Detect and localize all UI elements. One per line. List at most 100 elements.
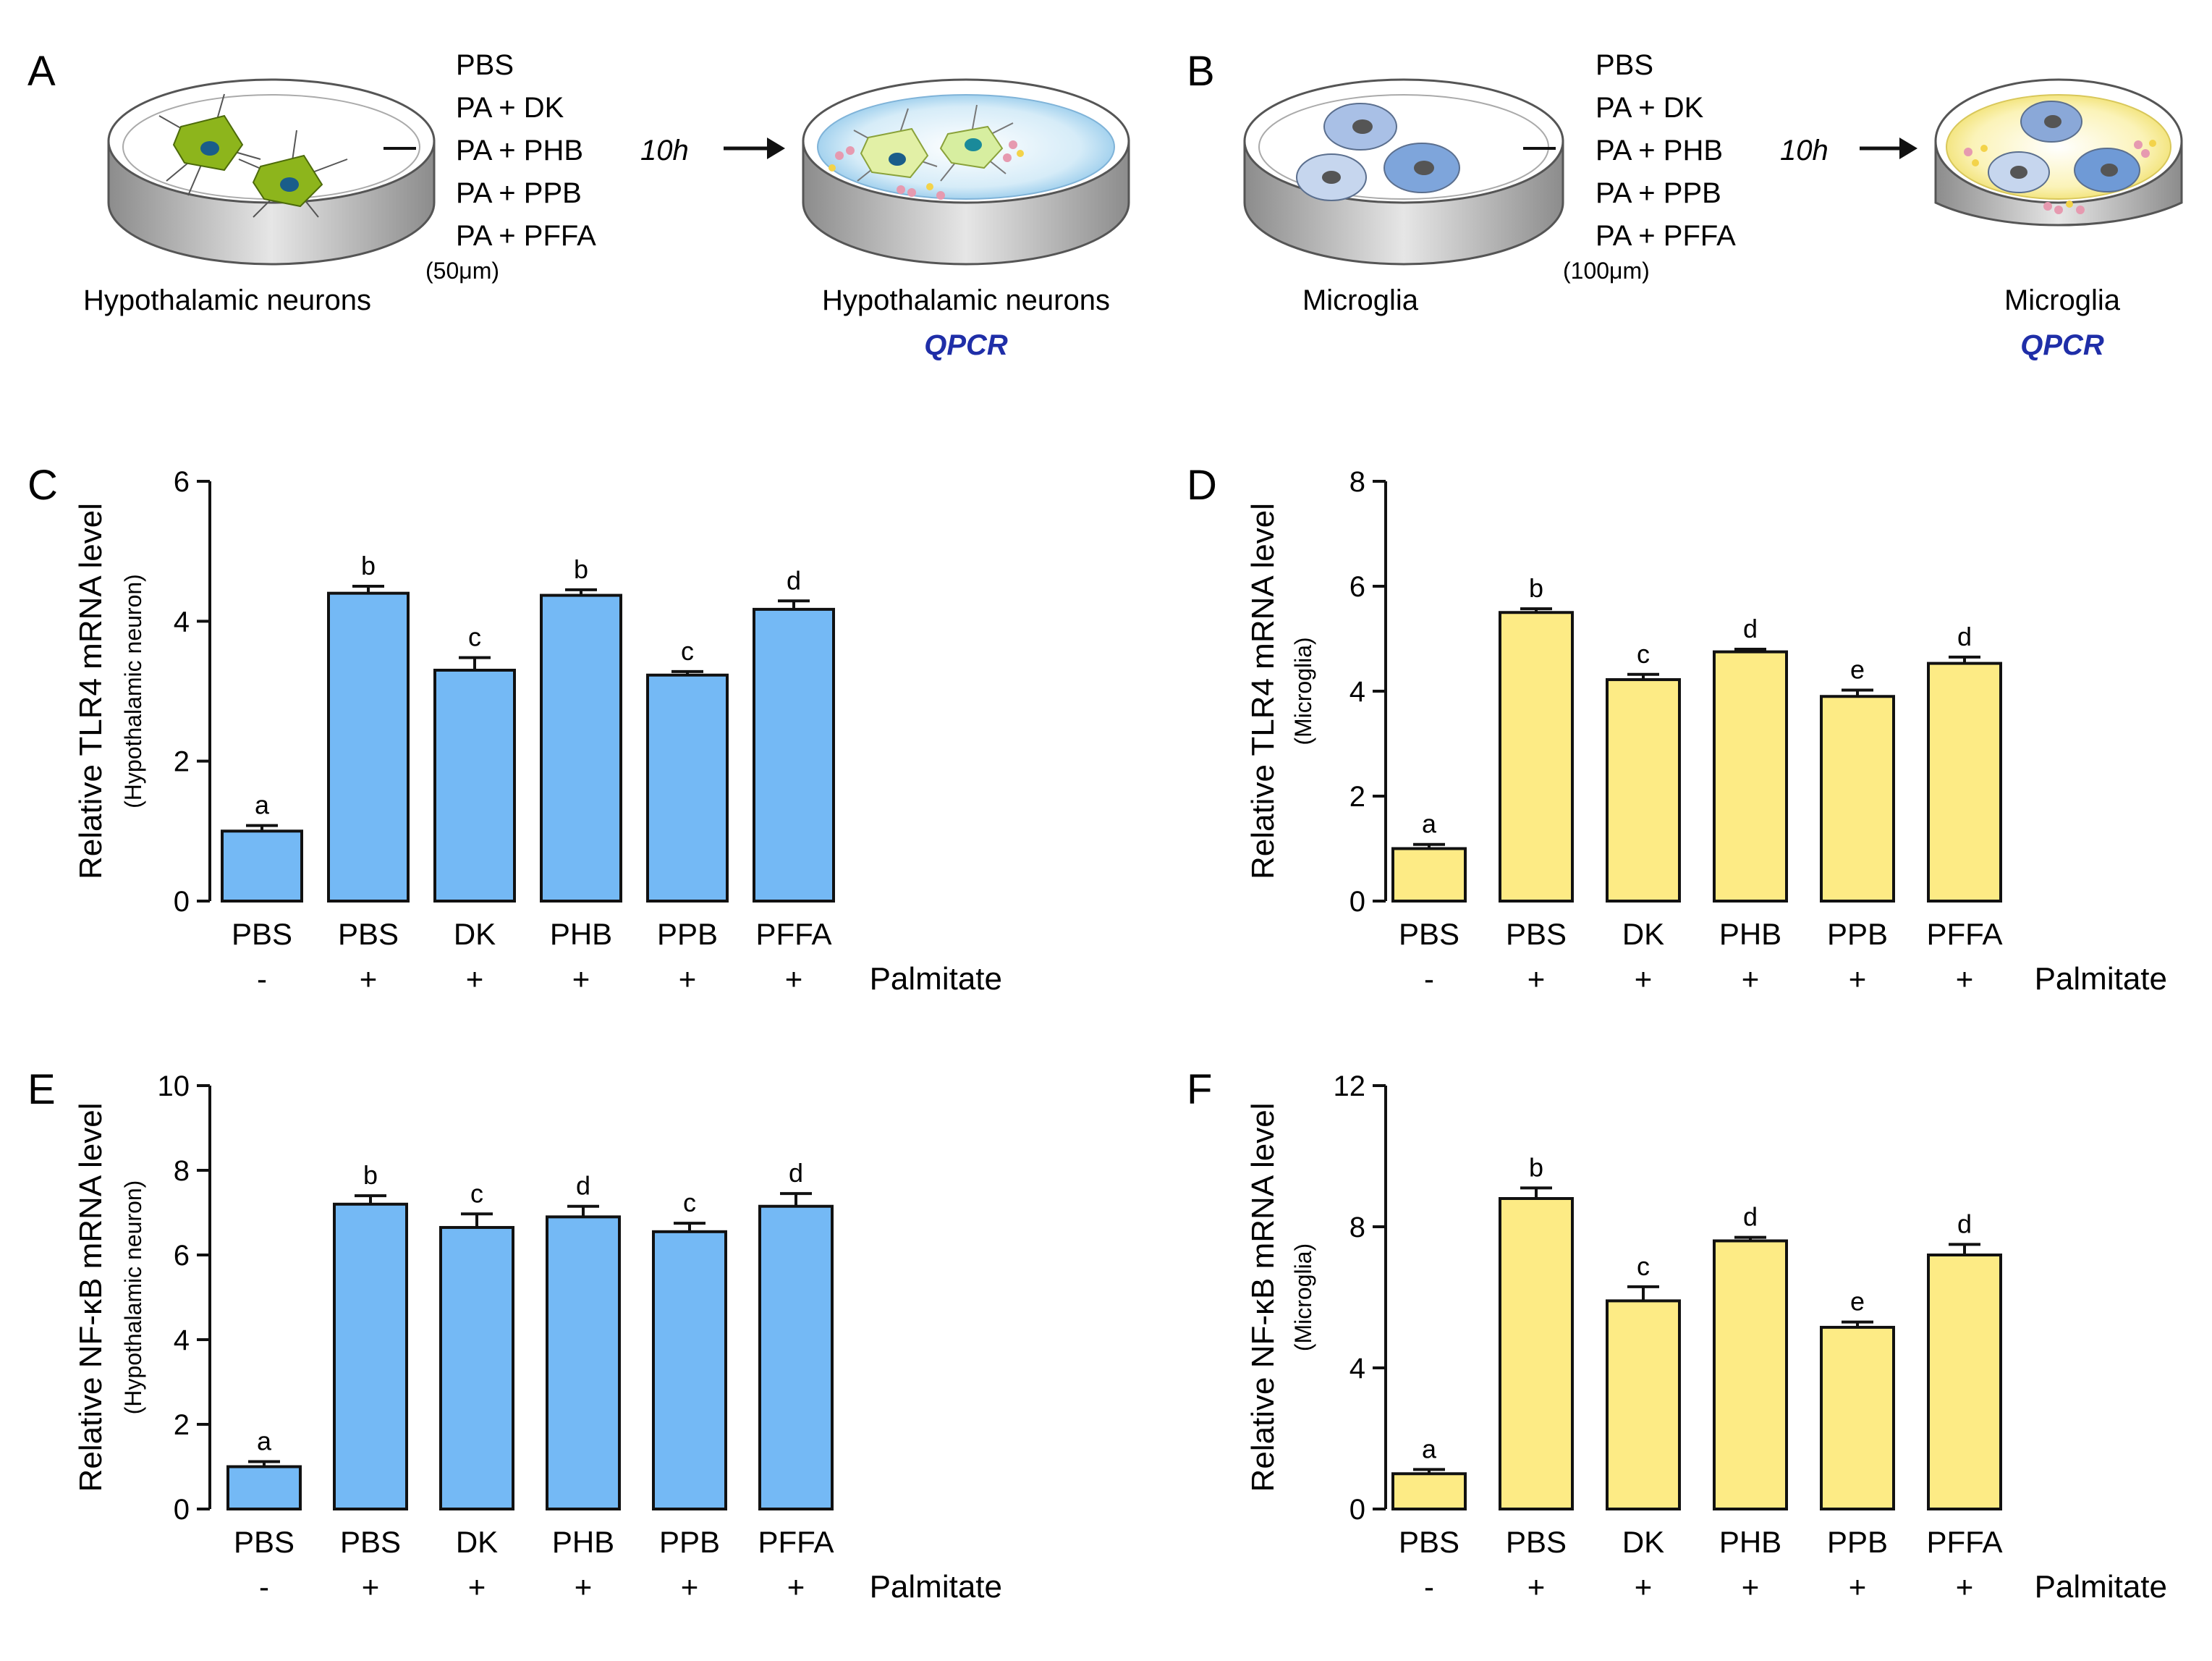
palmitate-sign: +	[468, 1570, 486, 1604]
significance-letter: b	[1529, 573, 1543, 603]
y-tick-label: 0	[174, 886, 190, 918]
microglia-cell-icon	[1296, 153, 1367, 201]
y-axis-sublabel: (Microglia)	[1290, 637, 1316, 745]
y-tick-label: 2	[174, 1409, 190, 1441]
x-tick-label: PBS	[1506, 917, 1567, 951]
palmitate-sign: +	[572, 962, 590, 996]
petri-dish-microglia-untreated	[1243, 78, 1564, 266]
petri-dish-neurons-treated	[802, 78, 1130, 266]
x-tick-label: PHB	[552, 1525, 614, 1559]
treatment-item: PA + DK	[1596, 92, 1704, 124]
bar	[439, 1225, 514, 1510]
y-axis-label: Relative NF-κB mRNA level	[73, 1103, 109, 1492]
y-axis-label: Relative TLR4 mRNA level	[73, 503, 109, 879]
y-tick-label: 4	[174, 606, 190, 638]
significance-letter: d	[1743, 614, 1758, 643]
bar	[1713, 650, 1788, 903]
panel-letter-f: F	[1187, 1066, 1212, 1113]
y-tick-label: 6	[174, 466, 190, 498]
palmitate-sign: +	[466, 962, 484, 996]
bar	[1391, 1472, 1467, 1510]
significance-letter: c	[1637, 1251, 1650, 1281]
x-tick-label: PBS	[234, 1525, 294, 1559]
left-cell-label: Hypothalamic neurons	[83, 284, 371, 316]
time-label: 10h	[640, 135, 689, 166]
bar	[1713, 1239, 1788, 1510]
time-label: 10h	[1780, 135, 1828, 166]
significance-letter: c	[470, 1178, 483, 1208]
bar	[221, 829, 303, 903]
x-tick-label: DK	[1622, 917, 1664, 951]
treatment-item: PA + PHB	[456, 135, 583, 166]
y-axis-label: Relative TLR4 mRNA level	[1245, 503, 1281, 879]
significance-letter: e	[1850, 655, 1865, 685]
chart-panel-f: F 0 4 8 12 Relative NF-κB mRNA level (Microgli…	[1187, 1066, 2167, 1605]
palmitate-particle-icon	[1964, 140, 2156, 214]
y-tick-label: 12	[1334, 1070, 1366, 1102]
panel-letter-c: C	[27, 462, 58, 509]
y-tick-label: 0	[1349, 886, 1365, 918]
arrow-right-icon	[724, 138, 785, 159]
x-tick-label: PFFA	[758, 1525, 834, 1559]
significance-letter: d	[1957, 622, 1972, 651]
palmitate-particle-icon	[829, 140, 1024, 200]
x-tick-label: PPB	[1827, 917, 1888, 951]
x-tick-label: PBS	[340, 1525, 401, 1559]
palmitate-sign: +	[1956, 1570, 1974, 1604]
arrow-right-icon	[1860, 138, 1918, 159]
bar	[1499, 611, 1574, 903]
chart-panel-d: D 0 2 4 6 8 Relative TLR4 mRNA level (Microglia…	[1187, 462, 2167, 997]
y-tick-label: 0	[1349, 1494, 1365, 1526]
x-tick-label: DK	[456, 1525, 498, 1559]
treatment-item: PA + PFFA	[1596, 220, 1736, 252]
significance-letter: d	[1957, 1209, 1972, 1238]
microglia-cell-icon	[2074, 148, 2140, 193]
x-tick-label: DK	[1622, 1525, 1664, 1559]
x-tick-label: PBS	[1399, 1525, 1459, 1559]
y-axis-sublabel: (Hypothalamic neuron)	[120, 574, 146, 808]
bar	[540, 593, 622, 903]
bar	[1820, 695, 1895, 903]
bar	[546, 1215, 621, 1510]
dose-label: (50μm)	[425, 258, 499, 284]
bar	[1927, 1254, 2002, 1510]
palmitate-sign: -	[257, 962, 267, 996]
palmitate-sign: +	[1849, 962, 1867, 996]
palmitate-sign: +	[1635, 962, 1653, 996]
palmitate-sign: +	[360, 962, 378, 996]
x-tick-label: PBS	[232, 917, 292, 951]
microglia-cell-icon	[1988, 151, 2050, 193]
palmitate-sign: -	[1424, 1570, 1434, 1604]
bar	[1606, 678, 1681, 903]
significance-letter: a	[255, 790, 270, 820]
significance-letter: d	[576, 1171, 590, 1201]
panel-letter-d: D	[1187, 462, 1217, 509]
palmitate-label: Palmitate	[2035, 1569, 2167, 1605]
petri-dish-neurons-untreated	[107, 78, 436, 266]
palmitate-sign: +	[787, 1570, 805, 1604]
significance-letter: b	[361, 551, 376, 580]
palmitate-sign: +	[362, 1570, 380, 1604]
x-tick-label: PBS	[1399, 917, 1459, 951]
treatment-item: PA + PPB	[1596, 177, 1721, 209]
right-cell-label: Microglia	[2004, 284, 2121, 316]
significance-letter: c	[683, 1188, 696, 1217]
panel-letter-b: B	[1187, 48, 1215, 95]
schematic-panel-b: B Microglia PBS PA + DK PA + PHB	[1187, 48, 2183, 361]
right-cell-label: Hypothalamic neurons	[822, 284, 1110, 316]
microglia-cell-icon	[1383, 143, 1460, 193]
palmitate-sign: +	[679, 962, 697, 996]
bar	[433, 669, 516, 903]
schematic-panel-a: A Hypothalamic neurons PBS PA + DK PA + …	[27, 48, 1130, 361]
bar	[646, 673, 729, 903]
significance-letter: d	[1743, 1202, 1758, 1232]
significance-letter: b	[574, 554, 588, 584]
treatment-item: PBS	[1596, 49, 1653, 81]
x-tick-label: PHB	[1719, 917, 1781, 951]
microglia-cell-icon	[1323, 103, 1397, 151]
y-tick-label: 8	[1349, 1212, 1365, 1243]
significance-letter: a	[257, 1426, 272, 1455]
x-tick-label: DK	[454, 917, 496, 951]
palmitate-label: Palmitate	[870, 961, 1002, 997]
